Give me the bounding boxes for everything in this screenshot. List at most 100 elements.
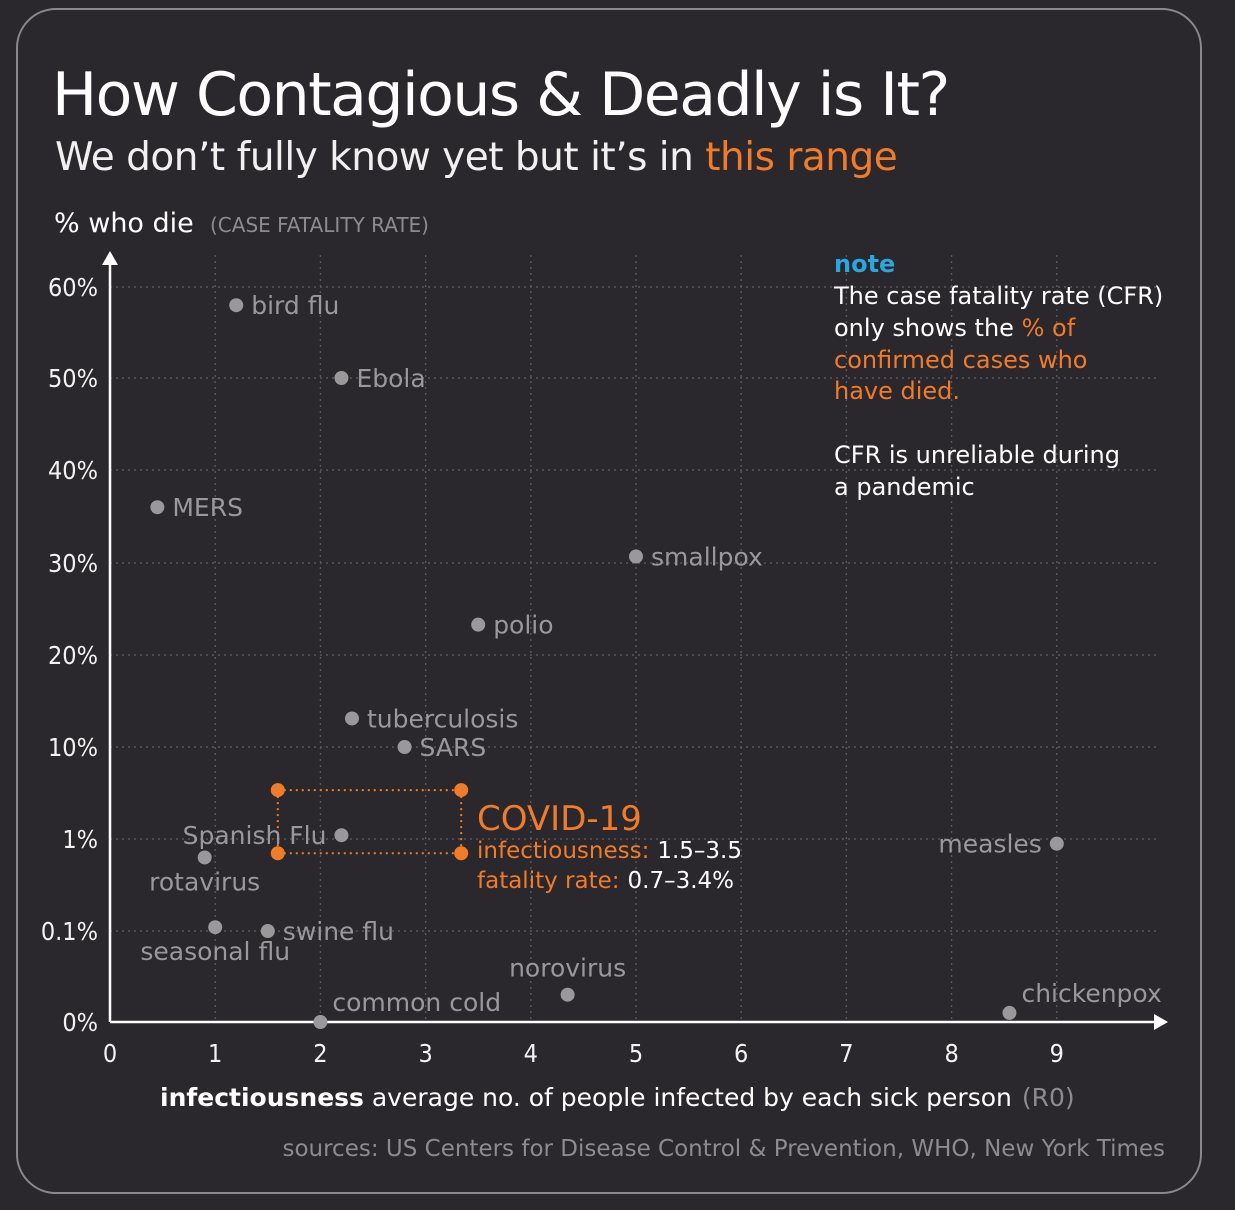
- data-point: [260, 924, 275, 938]
- covid-fatality-value: 0.7–3.4%: [628, 868, 735, 894]
- note-line-3: confirmed cases who: [834, 346, 1088, 374]
- data-point-group: SARS: [397, 733, 487, 762]
- data-point-label: tuberculosis: [367, 704, 518, 733]
- data-point: [197, 850, 212, 865]
- data-point-label: rotavirus: [149, 867, 260, 896]
- covid-annotation: COVID-19 infectiousness: 1.5–3.5 fatality…: [477, 799, 742, 894]
- y-axis-sublabel: (CASE FATALITY RATE): [210, 213, 429, 237]
- y-tick-label: 0.1%: [41, 917, 98, 946]
- y-tick-label: 10%: [48, 733, 98, 762]
- data-point-group: seasonal flu: [140, 920, 290, 966]
- y-axis-arrow: [102, 251, 118, 265]
- data-point-label: Spanish Flu: [183, 821, 327, 850]
- chart-subtitle: We don’t fully know yet but it’s in this…: [55, 135, 897, 180]
- data-point: [313, 1015, 328, 1029]
- data-point-group: bird flu: [229, 291, 339, 320]
- data-point-label: Ebola: [356, 364, 425, 393]
- note-box: note The case fatality rate (CFR) only s…: [833, 250, 1163, 501]
- data-point-label: chickenpox: [1021, 979, 1161, 1008]
- data-point-group: norovirus: [509, 954, 626, 1002]
- covid-range-corner: [270, 783, 285, 798]
- covid-range-corner: [454, 846, 469, 861]
- x-tick-label: 1: [208, 1039, 222, 1068]
- sources: sources: US Centers for Disease Control …: [282, 1136, 1165, 1162]
- covid-infectiousness-label: infectiousness:: [477, 838, 649, 864]
- data-point: [1002, 1005, 1017, 1020]
- data-point-label: common cold: [332, 988, 501, 1017]
- data-point: [334, 371, 349, 385]
- data-point-label: MERS: [172, 493, 243, 522]
- data-point-group: rotavirus: [149, 850, 260, 896]
- subtitle-prefix: We don’t fully know yet but it’s in: [55, 135, 705, 180]
- data-point: [1049, 836, 1064, 851]
- data-point-group: Ebola: [334, 364, 426, 393]
- x-tick-label: 8: [944, 1039, 958, 1068]
- covid-title: COVID-19: [477, 799, 642, 839]
- x-axis-label: infectiousness average no. of people inf…: [160, 1083, 1075, 1112]
- data-point-group: Spanish Flu: [183, 821, 349, 850]
- x-tick-label: 3: [418, 1039, 432, 1068]
- data-point-label: seasonal flu: [140, 937, 290, 966]
- x-tick-label: 0: [103, 1039, 117, 1068]
- y-tick-label: 0%: [62, 1008, 98, 1037]
- data-point-group: polio: [471, 611, 554, 640]
- data-point-label: norovirus: [509, 954, 626, 983]
- data-point-label: bird flu: [251, 291, 339, 320]
- data-point: [150, 500, 165, 515]
- data-point-group: MERS: [150, 493, 243, 522]
- x-tick-label: 2: [313, 1039, 327, 1068]
- data-point-group: chickenpox: [1002, 979, 1162, 1020]
- x-axis-label-rest: average no. of people infected by each s…: [364, 1083, 1012, 1112]
- data-point: [560, 987, 575, 1002]
- x-tick-label: 9: [1050, 1039, 1064, 1068]
- note-line-6: a pandemic: [834, 473, 975, 501]
- note-line-2-prefix: only shows the: [834, 314, 1022, 342]
- data-point-group: tuberculosis: [344, 704, 518, 733]
- y-tick-label: 60%: [48, 273, 98, 302]
- covid-range-corner: [454, 783, 469, 798]
- covid-infectiousness-value: 1.5–3.5: [657, 838, 742, 864]
- chart-title: How Contagious & Deadly is It?: [52, 60, 949, 130]
- data-point-group: swine flu: [260, 917, 394, 946]
- note-line-2-highlight: % of: [1022, 314, 1076, 342]
- data-point-label: polio: [493, 611, 553, 640]
- x-tick-label: 6: [734, 1039, 748, 1068]
- y-tick-label: 30%: [48, 549, 98, 578]
- covid-fatality: fatality rate: 0.7–3.4%: [477, 868, 734, 894]
- x-axis-label-bold: infectiousness: [160, 1083, 364, 1112]
- data-point-label: swine flu: [283, 917, 394, 946]
- data-point: [229, 298, 244, 313]
- data-point-label: measles: [938, 830, 1041, 859]
- note-line-1: The case fatality rate (CFR): [833, 282, 1163, 310]
- data-point: [629, 549, 643, 564]
- x-tick-label: 4: [524, 1039, 538, 1068]
- note-heading: note: [834, 250, 895, 278]
- x-axis-label-unit: (R0): [1022, 1083, 1075, 1112]
- covid-infectiousness: infectiousness: 1.5–3.5: [477, 838, 742, 864]
- data-point: [471, 617, 486, 632]
- data-point-label: smallpox: [651, 542, 763, 571]
- data-point: [397, 740, 412, 754]
- y-tick-label: 50%: [48, 364, 98, 393]
- note-line-2: only shows the % of: [834, 314, 1076, 342]
- y-tick-label: 1%: [62, 825, 98, 854]
- tick-layer: 0% 0.1% 1% 10% 20% 30% 40% 50% 60% 0 1 2 3 4 5 6 7 8 9: [41, 273, 1064, 1068]
- x-tick-label: 7: [839, 1039, 853, 1068]
- axis-layer: [102, 251, 1168, 1030]
- covid-range: [270, 783, 469, 861]
- x-tick-label: 5: [629, 1039, 643, 1068]
- card-frame: [16, 8, 1202, 1194]
- data-point-group: measles: [938, 830, 1064, 859]
- point-layer: bird flu Ebola MERS smallpox polio tuberculos…: [140, 291, 1162, 1029]
- covid-fatality-label: fatality rate:: [477, 868, 620, 894]
- data-point: [334, 828, 349, 843]
- grid-layer: [110, 255, 1160, 1022]
- x-axis-arrow: [1154, 1014, 1168, 1030]
- data-point: [344, 711, 359, 726]
- y-axis-label: % who die: [54, 208, 194, 239]
- covid-range-corner: [270, 846, 285, 861]
- note-line-5: CFR is unreliable during: [834, 441, 1120, 469]
- y-tick-label: 40%: [48, 456, 98, 485]
- data-point-label: SARS: [420, 733, 487, 762]
